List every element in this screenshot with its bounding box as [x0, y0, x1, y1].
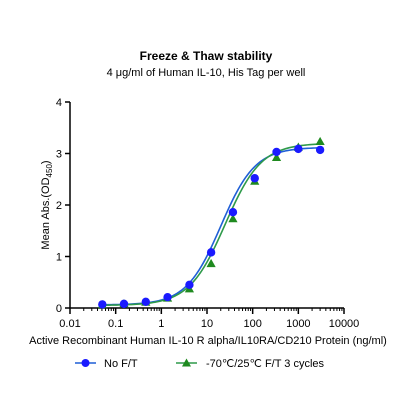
point-no-ft	[163, 292, 172, 302]
y-axis-label: Mean Abs.(OD450)	[40, 160, 54, 249]
legend-label-ft-3-cycles: -70℃/25℃ F/T 3 cycles	[206, 358, 325, 370]
point-no-ft	[206, 248, 216, 257]
fit-curve-series-2	[102, 143, 321, 307]
point-no-ft	[119, 299, 129, 309]
y-axis: 0 1 2 3 4	[56, 97, 71, 315]
legend-item-no-ft: No F/T	[75, 358, 138, 370]
y-tick-label: 0	[56, 303, 62, 315]
legend-item-ft-3-cycles: -70℃/25℃ F/T 3 cycles	[176, 358, 325, 370]
x-tick-label: 1	[158, 318, 164, 330]
point-no-ft	[294, 144, 303, 154]
legend-marker-circle	[81, 359, 90, 367]
point-no-ft	[272, 147, 281, 157]
y-axis-label-close: )	[40, 160, 52, 164]
point-no-ft	[228, 208, 238, 217]
point-no-ft	[185, 280, 194, 290]
point-no-ft	[315, 145, 325, 155]
x-tick-label: 1000	[286, 318, 310, 330]
point-ft-3-cycles	[315, 136, 325, 146]
legend: No F/T -70℃/25℃ F/T 3 cycles	[75, 358, 325, 370]
fit-curves	[102, 143, 321, 307]
point-no-ft	[250, 174, 259, 183]
y-axis-label-main: Mean Abs.(OD	[40, 177, 52, 249]
point-no-ft	[98, 300, 107, 309]
y-tick-label: 4	[56, 97, 62, 109]
y-tick-label: 1	[56, 252, 62, 264]
x-tick-label: 10000	[329, 318, 360, 330]
legend-label-no-ft: No F/T	[104, 358, 138, 370]
data-points	[97, 136, 325, 309]
legend-marker-triangle	[182, 358, 191, 367]
fit-curve-series-1	[102, 147, 321, 306]
x-tick-label: 10	[201, 318, 213, 330]
x-axis-label: Active Recombinant Human IL-10 R alpha/I…	[29, 335, 387, 347]
point-no-ft	[141, 297, 151, 307]
point-ft-3-cycles	[206, 258, 216, 268]
y-tick-label: 2	[56, 200, 62, 212]
point-ft-3-cycles	[228, 214, 238, 223]
y-axis-label-subscript: 450	[45, 164, 54, 178]
point-ft-3-cycles	[271, 152, 282, 162]
x-axis: 0.01 0.1 1 10 100 1000 10000	[59, 307, 360, 330]
chart-subtitle: 4 μg/ml of Human IL-10, His Tag per well	[107, 67, 306, 79]
x-tick-label: 100	[243, 318, 261, 330]
chart-title: Freeze & Thaw stability	[140, 49, 273, 63]
x-tick-label: 0.01	[59, 318, 80, 330]
y-tick-label: 3	[56, 149, 62, 161]
x-tick-label: 0.1	[108, 318, 123, 330]
